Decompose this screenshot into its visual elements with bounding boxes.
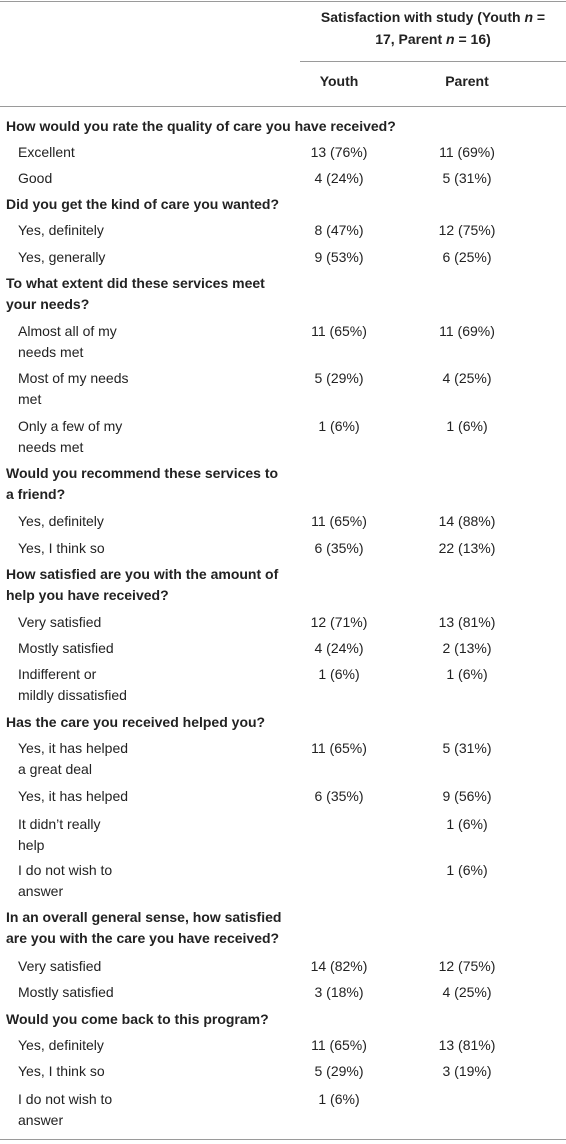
answer-label: Yes, definitely [18,222,104,238]
youth-column-header: Youth [319,73,359,89]
table-bottom-rule [0,1139,566,1140]
parent-column-header: Parent [445,73,489,89]
parent-value: 3 (19%) [442,1063,492,1079]
question-row: In an overall general sense, how satisfi… [6,909,282,946]
answer-label: Only a few of my needs met [18,418,123,455]
answer-label: Almost all of my needs met [18,323,117,360]
answer-label: Excellent [18,144,75,160]
parent-value: 6 (25%) [442,249,492,265]
answer-label: Yes, I think so [18,540,105,556]
parent-value: 9 (56%) [442,788,492,804]
question-row: Would you come back to this program? [6,1011,269,1027]
parent-value: 11 (69%) [439,323,495,339]
parent-value: 1 (6%) [446,418,488,434]
question-row: To what extent did these services meet y… [6,275,265,312]
parent-value: 4 (25%) [442,370,492,386]
parent-value: 1 (6%) [446,816,488,832]
youth-value: 14 (82%) [310,958,368,974]
question-row: How satisfied are you with the amount of… [6,566,279,603]
answer-label: Yes, I think so [18,1063,105,1079]
parent-value: 13 (81%) [438,614,496,630]
answer-label: Very satisfied [18,614,102,630]
answer-label: Yes, definitely [18,1037,104,1053]
youth-value: 4 (24%) [314,640,364,656]
youth-value: 11 (65%) [311,323,367,339]
parent-value: 5 (31%) [442,740,492,756]
answer-label: Indifferent or mildly dissatisfied [18,666,127,703]
answer-label: Most of my needs met [18,370,129,407]
parent-value: 22 (13%) [438,540,496,556]
parent-value: 4 (25%) [442,984,492,1000]
youth-value: 5 (29%) [314,370,364,386]
answer-label: Good [18,170,53,186]
answer-label: Yes, generally [18,249,106,265]
answer-label: I do not wish to answer [18,1091,113,1128]
parent-value: 1 (6%) [446,666,488,682]
answer-label: Very satisfied [18,958,102,974]
youth-value: 1 (6%) [318,666,360,682]
table-top-rule [0,1,566,2]
answer-label: Yes, it has helped a great deal [18,740,129,777]
parent-value: 1 (6%) [446,862,488,878]
question-row: Would you recommend these services to a … [6,465,279,502]
header-bottom-rule [0,106,566,107]
youth-value: 11 (65%) [311,740,367,756]
answer-label: Yes, it has helped [18,788,129,804]
answer-label: It didn’t really help [18,816,101,853]
youth-value: 8 (47%) [314,222,364,238]
youth-value: 5 (29%) [314,1063,364,1079]
question-row: Did you get the kind of care you wanted? [6,196,280,212]
youth-value: 6 (35%) [314,788,364,804]
youth-value: 3 (18%) [314,984,364,1000]
answer-label: Mostly satisfied [18,640,114,656]
youth-value: 9 (53%) [314,249,364,265]
youth-value: 1 (6%) [318,1091,360,1107]
parent-value: 13 (81%) [438,1037,496,1053]
youth-value: 12 (71%) [310,614,368,630]
youth-value: 4 (24%) [314,170,364,186]
youth-value: 13 (76%) [310,144,368,160]
column-group-header: Satisfaction with study (Youth n = 17, P… [320,9,546,47]
youth-value: 11 (65%) [311,1037,367,1053]
youth-value: 1 (6%) [318,418,360,434]
parent-value: 11 (69%) [439,144,495,160]
answer-label: Yes, definitely [18,513,104,529]
parent-value: 2 (13%) [442,640,492,656]
parent-value: 5 (31%) [442,170,492,186]
group-header-rule [300,61,566,62]
parent-value: 14 (88%) [438,513,496,529]
youth-value: 11 (65%) [311,513,367,529]
answer-label: Mostly satisfied [18,984,114,1000]
answer-label: I do not wish to answer [18,862,113,899]
question-row: How would you rate the quality of care y… [6,118,396,134]
question-row: Has the care you received helped you? [6,714,266,730]
youth-value: 6 (35%) [314,540,364,556]
parent-value: 12 (75%) [438,222,496,238]
parent-value: 12 (75%) [438,958,496,974]
